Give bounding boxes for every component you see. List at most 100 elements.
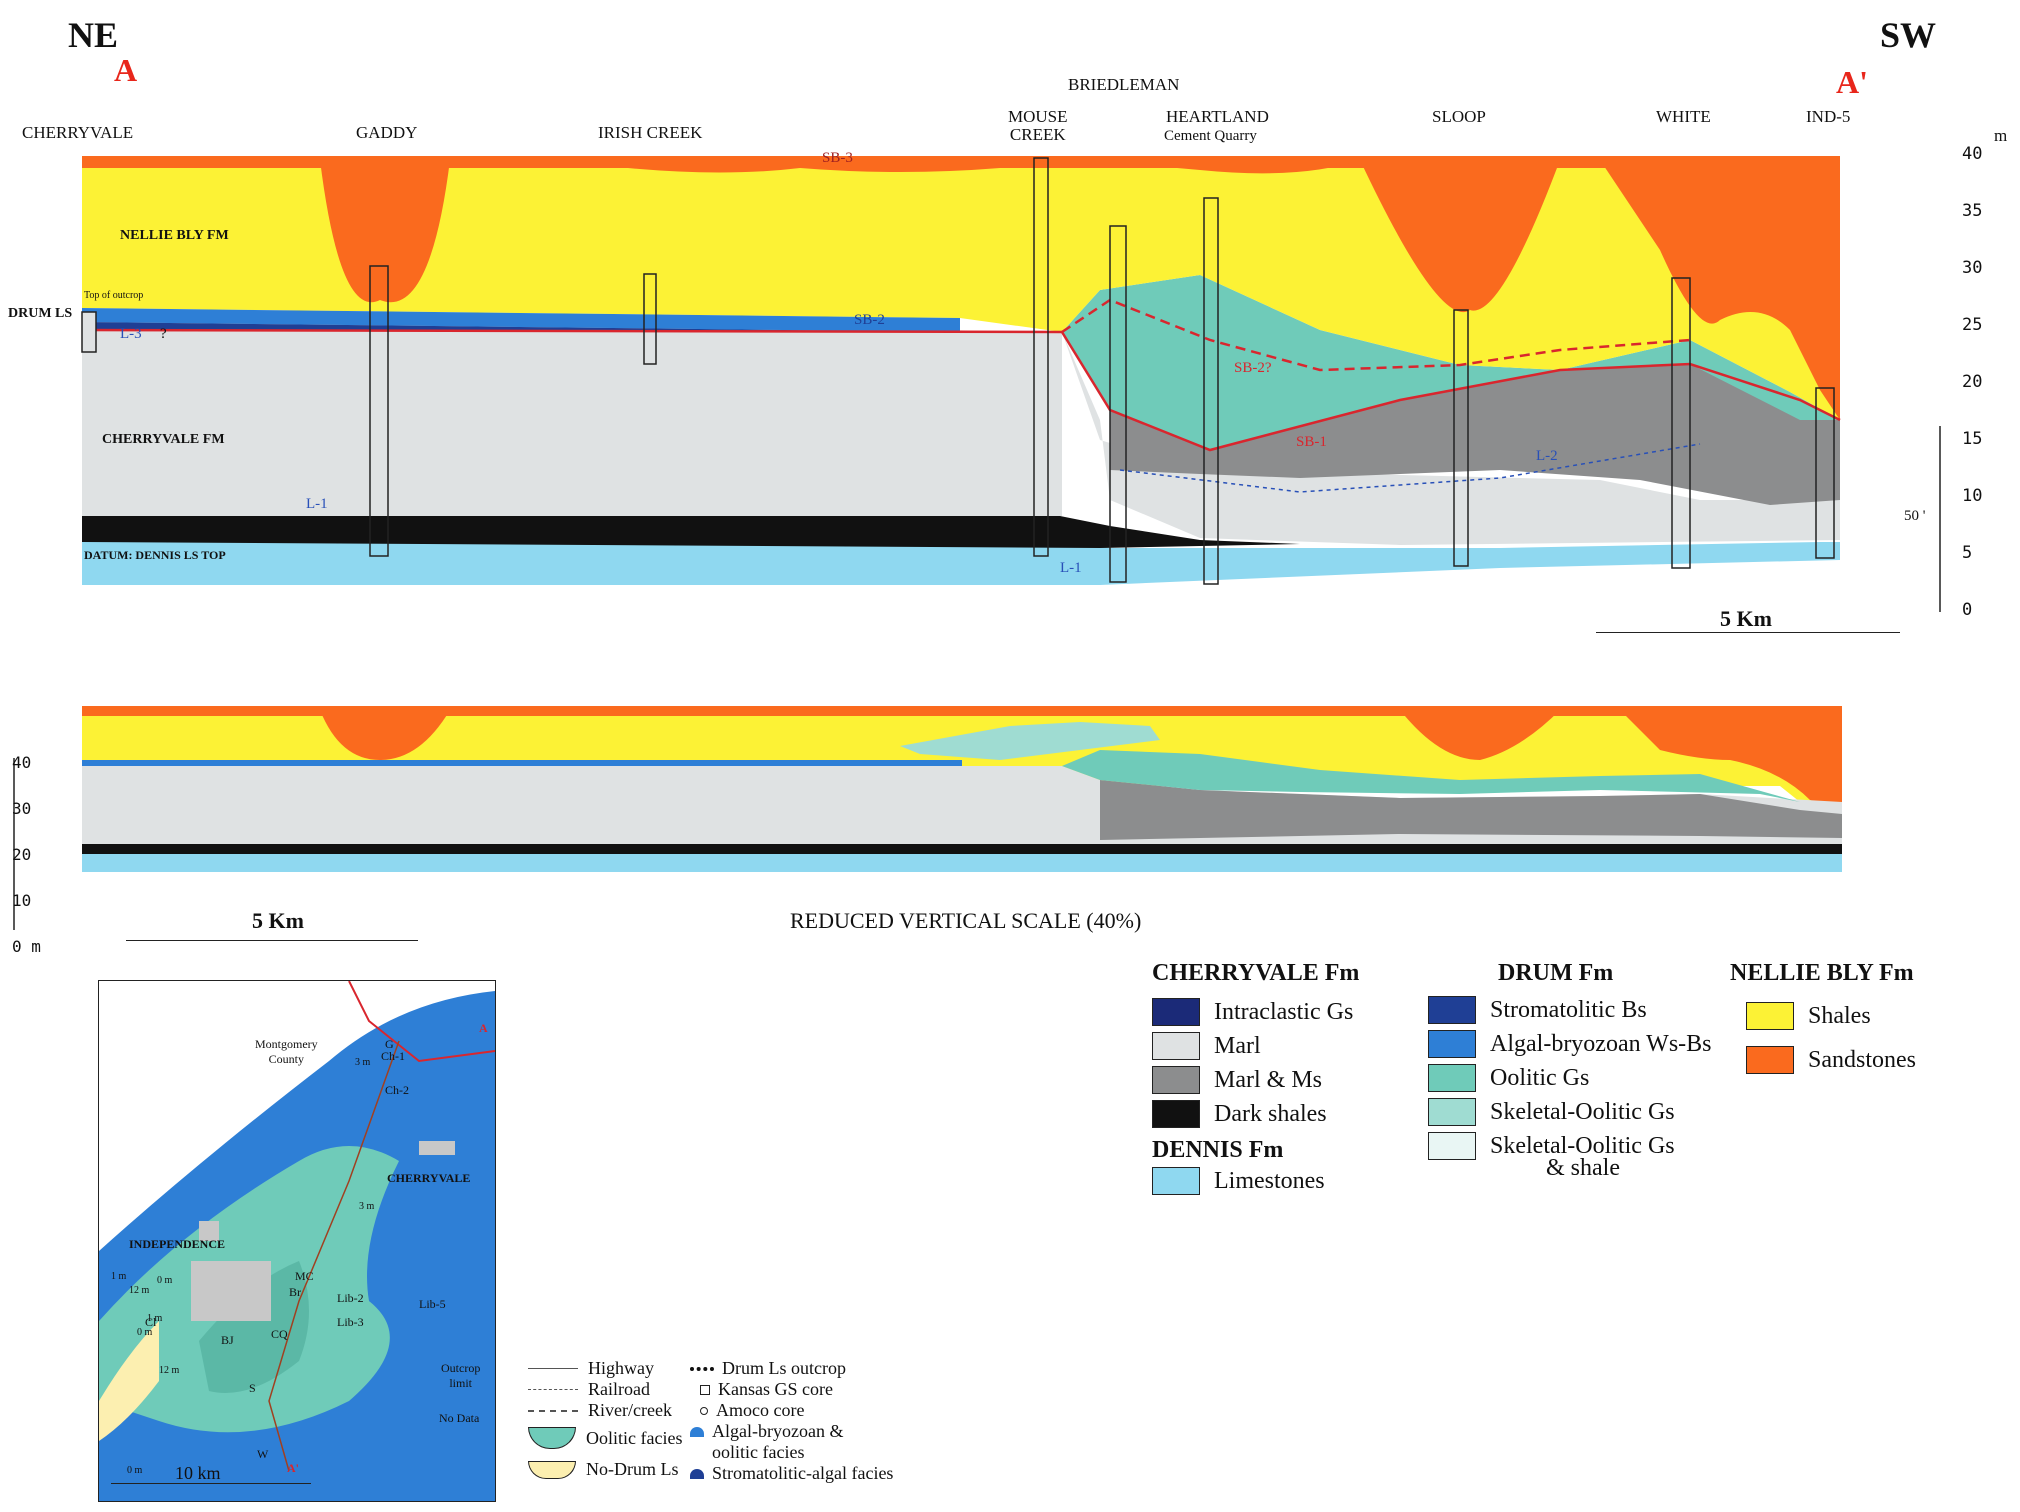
map-point-lib2: Lib-2 xyxy=(337,1291,364,1305)
well-sloop: SLOOP xyxy=(1432,107,1486,126)
map-legend-highway: Highway xyxy=(588,1358,654,1378)
map-cherryvale: CHERRYVALE xyxy=(387,1171,471,1185)
col-irish xyxy=(643,273,657,365)
legend-nellie-title: NELLIE BLY Fm xyxy=(1730,960,1914,986)
dark-shale-layer xyxy=(82,516,1300,548)
map-point-a-prime: A' xyxy=(287,1461,299,1475)
well-cherryvale: CHERRYVALE xyxy=(22,123,134,142)
map-contour-6: 0 m xyxy=(157,1275,173,1286)
scale-unit: m xyxy=(1994,126,2008,145)
map-no-data: No Data xyxy=(439,1411,480,1425)
map-contour-5: 12 m xyxy=(159,1365,180,1376)
map-point-ch1: Ch-1 xyxy=(381,1049,405,1063)
map-legend-no-drum: No-Drum Ls xyxy=(586,1459,679,1479)
label-l1b: L-1 xyxy=(1060,560,1082,576)
map-independence: INDEPENDENCE xyxy=(129,1237,226,1251)
map-legend-amoco-core: Amoco core xyxy=(716,1400,805,1420)
label-l1: L-1 xyxy=(306,496,328,512)
section-end-a-prime: A' xyxy=(1836,64,1868,100)
well-heartland-sub: Cement Quarry xyxy=(1164,128,1257,144)
col-mouse xyxy=(1033,157,1049,557)
label-top-outcrop: Top of outcrop xyxy=(84,290,144,301)
map-svg xyxy=(99,981,495,1501)
map-point-s: S xyxy=(249,1381,256,1395)
label-cherryvale-fm: CHERRYVALE FM xyxy=(102,432,225,447)
reduced-caption: REDUCED VERTICAL SCALE (40%) xyxy=(790,908,1142,933)
map-contour-2: 3 m xyxy=(359,1201,375,1212)
sb-1-line xyxy=(81,328,1841,452)
sw-direction: SW xyxy=(1880,15,1937,55)
km-scale-label: 5 Km xyxy=(1720,606,1772,631)
well-irish-creek: IRISH CREEK xyxy=(598,123,703,142)
map-point-lib3: Lib-3 xyxy=(337,1315,364,1329)
map-legend-railroad: Railroad xyxy=(588,1379,650,1399)
well-white: WHITE xyxy=(1656,107,1711,126)
map-legend-river: River/creek xyxy=(588,1400,672,1420)
well-ind5: IND-5 xyxy=(1806,107,1851,126)
legend-drum: DRUM Fm Stromatolitic Bs Algal-bryozoan … xyxy=(1428,960,1712,1182)
label-datum: DATUM: DENNIS LS TOP xyxy=(84,548,226,562)
cross-section xyxy=(81,156,1941,612)
reduced-km-label: 5 Km xyxy=(252,908,304,933)
col-gaddy xyxy=(369,265,389,557)
well-briedleman: BRIEDLEMAN xyxy=(1068,75,1180,94)
map-point-bj: BJ xyxy=(221,1333,234,1347)
label-sb2: SB-2 xyxy=(854,312,885,328)
label-question: ? xyxy=(160,326,167,342)
map-point-g: G xyxy=(385,1037,394,1051)
legend-cherryvale-title: CHERRYVALE Fm xyxy=(1152,960,1360,986)
label-l3: L-3 xyxy=(120,326,142,342)
map-point-cl: Cl xyxy=(145,1315,157,1329)
map-contour-3: 0 m xyxy=(137,1327,153,1338)
map-scale-bar xyxy=(111,1483,311,1484)
dennis-limestone xyxy=(82,542,1840,585)
map-legend-oolitic: Oolitic facies xyxy=(586,1427,683,1448)
map-contour-4: 12 m xyxy=(129,1285,150,1296)
reduced-vertical-scale: 40 30 20 10 0 m xyxy=(12,753,41,956)
map-point-ch2: Ch-2 xyxy=(385,1083,409,1097)
ne-direction: NE xyxy=(68,15,119,55)
drum-ls-band xyxy=(82,308,960,332)
map-montgomery: Montgomery xyxy=(255,1037,318,1051)
label-l2: L-2 xyxy=(1536,448,1558,464)
map-legend-kansas-core: Kansas GS core xyxy=(718,1379,833,1399)
well-heartland: HEARTLAND xyxy=(1166,107,1269,126)
map-legend-strom: Stromatolitic-algal facies xyxy=(712,1463,894,1483)
col-sloop xyxy=(1453,309,1469,567)
marl-ms-layer xyxy=(1110,364,1840,505)
label-sb2q: SB-2? xyxy=(1234,360,1272,376)
legend-nellie: NELLIE BLY Fm Shales Sandstones xyxy=(1730,960,1916,1074)
label-drum-ls: DRUM LS xyxy=(8,306,73,321)
label-nellie-bly: NELLIE BLY FM xyxy=(120,228,229,243)
map-legend-algal2: oolitic facies xyxy=(712,1442,805,1462)
map-point-w: W xyxy=(257,1447,269,1461)
l-2-line xyxy=(1119,443,1701,493)
map-contour-0: 1 m xyxy=(147,1313,163,1324)
col-white xyxy=(1671,277,1691,569)
km-scale-bar xyxy=(1596,632,1900,633)
label-fifty-ft: 50 ' xyxy=(1904,508,1926,524)
legend-drum-title: DRUM Fm xyxy=(1498,960,1614,986)
col-briedleman xyxy=(1109,225,1127,583)
legend-dennis-title: DENNIS Fm xyxy=(1152,1137,1284,1163)
label-sb3: SB-3 xyxy=(822,150,853,166)
map-point-mc: MC xyxy=(295,1269,314,1283)
map-legend-right: Drum Ls outcrop Kansas GS core Amoco cor… xyxy=(690,1358,893,1484)
col-heartland xyxy=(1203,197,1219,585)
location-map: Montgomery County CHERRYVALE INDEPENDENCE… xyxy=(98,980,496,1502)
map-limit: limit xyxy=(449,1376,472,1390)
map-point-a: A xyxy=(479,1021,488,1035)
map-contour-1: 3 m xyxy=(355,1057,371,1068)
legend-cherryvale: CHERRYVALE Fm Intraclastic Gs Marl Marl … xyxy=(1152,960,1360,1195)
well-gaddy: GADDY xyxy=(356,123,418,142)
map-legend-left: Highway Railroad River/creek Oolitic fac… xyxy=(528,1358,682,1480)
vertical-scale: 40 35 30 25 20 15 10 5 0 xyxy=(1962,144,1983,620)
map-point-br: Br xyxy=(289,1285,301,1299)
map-scale-label: 10 km xyxy=(175,1463,221,1483)
label-sb1: SB-1 xyxy=(1296,434,1327,450)
map-contour-8: 1 m xyxy=(111,1271,127,1282)
oolitic-layer xyxy=(1062,275,1840,450)
col-cherryvale xyxy=(81,311,97,353)
reduced-km-bar xyxy=(126,940,418,941)
col-ind5 xyxy=(1815,387,1835,559)
